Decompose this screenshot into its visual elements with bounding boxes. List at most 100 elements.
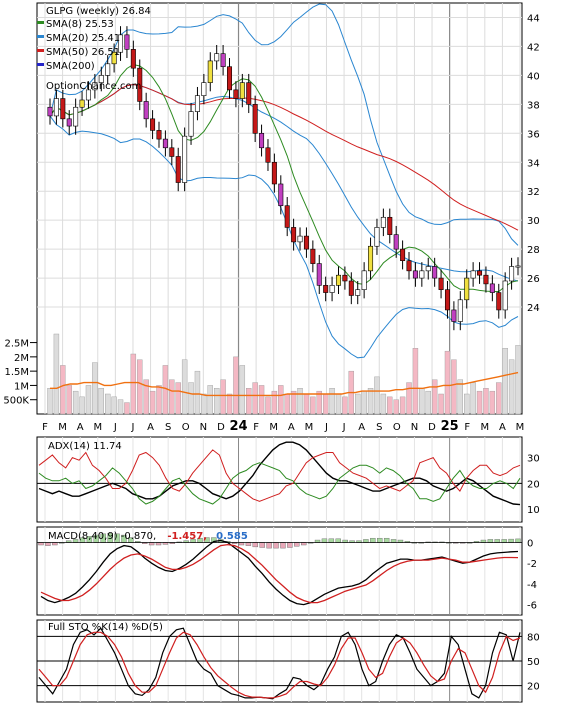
adx-title: ADX(14) 11.74	[48, 441, 122, 452]
candle-body	[496, 292, 502, 311]
volume-bar	[169, 379, 175, 415]
macd-title-main: MACD(8,40,9) -0.870,	[48, 531, 156, 542]
candle-body	[194, 95, 200, 112]
macd-frame	[36, 526, 523, 616]
candle-body	[400, 248, 406, 262]
macd-histogram-bar	[321, 538, 328, 543]
volume-bar	[393, 399, 399, 415]
adx-series-di	[38, 449, 521, 502]
volume-bar	[444, 350, 451, 415]
macd-histogram-bar	[363, 539, 369, 543]
candle-body	[297, 235, 303, 243]
volume-bar	[226, 393, 233, 415]
volume-bar	[111, 396, 117, 415]
volume-bar	[342, 396, 348, 415]
volume-bar	[98, 388, 104, 415]
x-tick-label: F	[42, 422, 48, 433]
x-tick-label: 25	[441, 419, 459, 434]
x-tick-label: M	[269, 422, 278, 433]
volume-bar	[335, 393, 342, 415]
volume-bar	[483, 388, 489, 415]
candle-body	[278, 183, 284, 206]
volume-bar	[329, 388, 335, 415]
sto-y-tick-label: 80	[527, 632, 540, 643]
volume-bar	[508, 359, 515, 415]
candle-body	[335, 274, 341, 286]
legend-label-sma20: SMA(20) 25.41	[46, 33, 120, 44]
volume-bar	[72, 390, 79, 415]
volume-bar	[188, 382, 194, 415]
candle-body	[92, 82, 98, 91]
y-tick-label: 30	[527, 216, 540, 227]
candle-body	[323, 285, 329, 293]
macd-histogram-bar	[245, 542, 252, 546]
candle-body	[464, 277, 470, 301]
candle-body	[316, 263, 322, 286]
sto-series-pct-k	[38, 627, 521, 700]
volume-bar	[181, 359, 188, 415]
candle-body	[105, 63, 111, 76]
candle-body	[227, 66, 233, 91]
legend-label-sma8: SMA(8) 25.53	[46, 19, 114, 30]
vol-tick-label: 500K	[3, 396, 29, 407]
macd-histogram-bar	[280, 542, 286, 549]
y-tick-label: 44	[527, 13, 540, 24]
volume-bar	[322, 393, 329, 415]
vol-tick-label: 1.5M	[4, 367, 29, 378]
macd-histogram-bar	[370, 537, 376, 543]
adx-series-di	[38, 462, 521, 505]
x-tick-label: F	[464, 422, 470, 433]
stochastic-panel: 20 50 80	[37, 627, 540, 700]
bollinger-lower	[49, 115, 519, 359]
volume-average-line	[50, 371, 519, 397]
x-tick-label: M	[93, 422, 102, 433]
volume-bar	[489, 390, 496, 415]
candle-body	[509, 266, 515, 282]
volume-bar	[361, 390, 367, 415]
x-tick-label: J	[324, 422, 328, 433]
candle-body	[374, 227, 380, 247]
candle-body	[118, 34, 124, 53]
macd-panel: 0 -2 -4 -6	[37, 533, 537, 612]
macd-series-signal	[40, 543, 519, 604]
volume-bar	[496, 382, 502, 415]
volume-bar	[265, 396, 271, 415]
volume-bar	[85, 385, 92, 415]
volume-bar	[207, 385, 213, 415]
legend-swatch-sma8	[37, 21, 44, 24]
candle-body	[348, 280, 354, 296]
volume-bar	[278, 385, 284, 415]
macd-title-hist: 0.585	[216, 531, 248, 542]
x-tick-label: M	[58, 422, 67, 433]
candle-body	[310, 248, 316, 264]
candle-body	[259, 133, 265, 149]
candle-body	[233, 89, 239, 99]
macd-series-macd	[40, 539, 519, 606]
volume-bar	[457, 379, 464, 415]
volume-bar	[201, 393, 207, 415]
candle-body	[483, 274, 489, 285]
x-tick-label: O	[393, 422, 401, 433]
x-tick-label: A	[77, 422, 84, 433]
volume-bar	[502, 348, 508, 415]
x-tick-label: J	[130, 422, 134, 433]
x-tick-label: J	[342, 422, 346, 433]
x-tick-label: F	[253, 422, 259, 433]
sto-y-tick-label: 20	[527, 682, 540, 693]
volume-bar	[406, 382, 412, 415]
volume-bar	[252, 382, 258, 415]
sma20-line	[49, 83, 519, 282]
x-tick-label: M	[516, 422, 525, 433]
volume-bar	[271, 390, 278, 415]
volume-bar	[258, 385, 265, 415]
x-tick-label: A	[358, 422, 365, 433]
vol-tick-label: 1M	[14, 381, 29, 392]
adx-series-adx	[38, 441, 521, 506]
x-tick-label: S	[376, 422, 382, 433]
candle-body	[284, 205, 290, 228]
legend-label-sma50: SMA(50) 26.51	[46, 47, 120, 58]
macd-histogram-bar	[45, 542, 51, 546]
macd-y-tick-label: -4	[527, 580, 537, 591]
volume-bar	[367, 388, 374, 415]
candle-body	[239, 82, 245, 99]
